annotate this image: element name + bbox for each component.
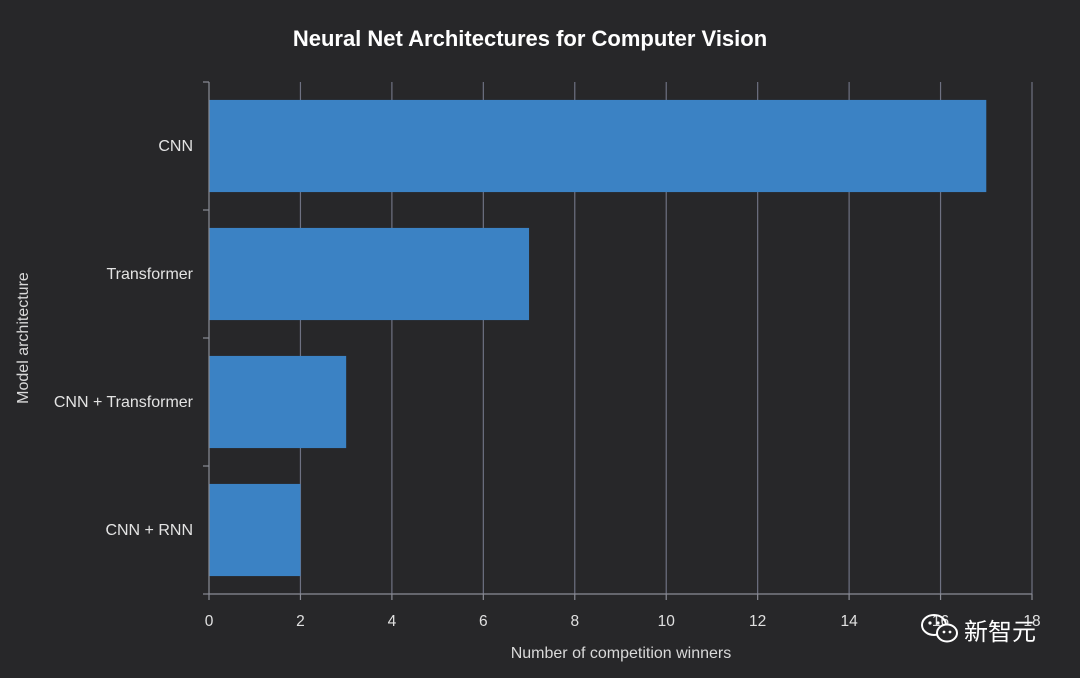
chart-title: Neural Net Architectures for Computer Vi… <box>293 26 767 51</box>
x-tick-label: 12 <box>749 613 766 630</box>
x-tick-label: 14 <box>840 613 858 630</box>
x-tick-label: 10 <box>658 613 676 630</box>
y-category-label: CNN + Transformer <box>54 394 194 411</box>
bar <box>209 483 301 577</box>
bars <box>209 99 987 577</box>
y-category-label: CNN <box>158 138 193 155</box>
x-tick-labels: 0 2 4 6 8 10 12 14 16 18 <box>205 613 1041 630</box>
axes <box>203 81 1033 600</box>
watermark-text: 新智元 <box>964 618 1036 646</box>
bar <box>209 227 530 321</box>
y-category-label: Transformer <box>106 266 193 283</box>
x-tick-label: 8 <box>570 613 579 630</box>
bar <box>209 355 347 449</box>
x-tick-label: 0 <box>205 613 214 630</box>
x-tick-label: 4 <box>388 613 397 630</box>
x-tick-label: 6 <box>479 613 488 630</box>
x-tick-label: 18 <box>1023 613 1040 630</box>
x-axis-label: Number of competition winners <box>511 645 732 662</box>
bar <box>209 99 987 193</box>
y-category-labels: CNN Transformer CNN + Transformer CNN + RNN <box>54 138 194 539</box>
y-axis-label: Model architecture <box>15 272 32 404</box>
wechat-icon <box>921 614 958 643</box>
x-tick-label: 2 <box>296 613 305 630</box>
y-category-label: CNN + RNN <box>105 522 193 539</box>
watermark: 新智元 <box>921 614 1036 646</box>
